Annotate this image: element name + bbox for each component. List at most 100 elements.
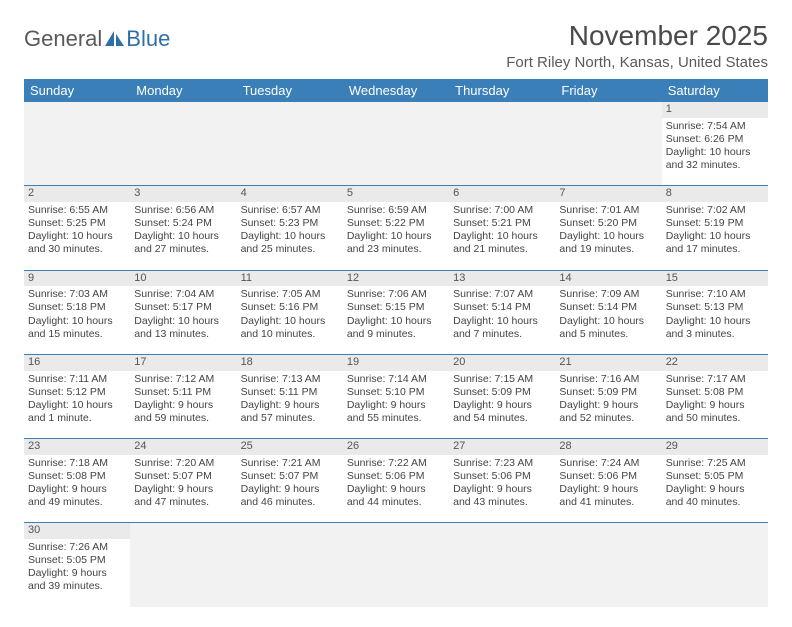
day-cell: Sunrise: 7:14 AMSunset: 5:10 PMDaylight:… xyxy=(343,371,449,439)
sunset-text: Sunset: 5:11 PM xyxy=(134,386,232,399)
sunrise-text: Sunrise: 7:05 AM xyxy=(241,288,339,301)
daylight-text: Daylight: 10 hours xyxy=(666,230,764,243)
daynum-row: 16171819202122 xyxy=(24,354,768,370)
daylight-text: and 17 minutes. xyxy=(666,243,764,256)
day-number-cell: 8 xyxy=(662,186,768,202)
day-cell: Sunrise: 7:24 AMSunset: 5:06 PMDaylight:… xyxy=(555,455,661,523)
weekday-header: Friday xyxy=(555,79,661,102)
day-cell: Sunrise: 7:01 AMSunset: 5:20 PMDaylight:… xyxy=(555,202,661,270)
daylight-text: and 5 minutes. xyxy=(559,328,657,341)
sunrise-text: Sunrise: 7:24 AM xyxy=(559,457,657,470)
day-number-cell: 10 xyxy=(130,270,236,286)
daynum-row: 1 xyxy=(24,102,768,118)
daylight-text: and 25 minutes. xyxy=(241,243,339,256)
daylight-text: Daylight: 10 hours xyxy=(28,315,126,328)
day-cell xyxy=(130,539,236,607)
daylight-text: Daylight: 10 hours xyxy=(347,230,445,243)
daylight-text: Daylight: 10 hours xyxy=(666,315,764,328)
title-block: November 2025 Fort Riley North, Kansas, … xyxy=(506,20,768,71)
day-number-cell xyxy=(237,102,343,118)
sunrise-text: Sunrise: 7:11 AM xyxy=(28,373,126,386)
daynum-row: 23242526272829 xyxy=(24,439,768,455)
daylight-text: and 44 minutes. xyxy=(347,496,445,509)
day-number-cell: 6 xyxy=(449,186,555,202)
day-cell xyxy=(237,539,343,607)
day-cell: Sunrise: 7:03 AMSunset: 5:18 PMDaylight:… xyxy=(24,286,130,354)
daylight-text: and 9 minutes. xyxy=(347,328,445,341)
day-number-cell: 26 xyxy=(343,439,449,455)
day-number-cell: 29 xyxy=(662,439,768,455)
day-cell: Sunrise: 7:20 AMSunset: 5:07 PMDaylight:… xyxy=(130,455,236,523)
sunset-text: Sunset: 5:15 PM xyxy=(347,301,445,314)
daylight-text: Daylight: 9 hours xyxy=(453,483,551,496)
day-cell: Sunrise: 7:09 AMSunset: 5:14 PMDaylight:… xyxy=(555,286,661,354)
sunset-text: Sunset: 5:23 PM xyxy=(241,217,339,230)
day-cell: Sunrise: 7:15 AMSunset: 5:09 PMDaylight:… xyxy=(449,371,555,439)
daylight-text: and 47 minutes. xyxy=(134,496,232,509)
weekday-header: Thursday xyxy=(449,79,555,102)
sunrise-text: Sunrise: 7:12 AM xyxy=(134,373,232,386)
location: Fort Riley North, Kansas, United States xyxy=(506,54,768,71)
daylight-text: Daylight: 9 hours xyxy=(666,483,764,496)
daylight-text: Daylight: 10 hours xyxy=(134,315,232,328)
day-cell: Sunrise: 7:12 AMSunset: 5:11 PMDaylight:… xyxy=(130,371,236,439)
sunset-text: Sunset: 5:10 PM xyxy=(347,386,445,399)
weekday-header: Monday xyxy=(130,79,236,102)
sunset-text: Sunset: 5:08 PM xyxy=(666,386,764,399)
sunrise-text: Sunrise: 7:04 AM xyxy=(134,288,232,301)
daylight-text: and 43 minutes. xyxy=(453,496,551,509)
day-cell xyxy=(130,118,236,186)
sunset-text: Sunset: 5:14 PM xyxy=(453,301,551,314)
daylight-text: and 19 minutes. xyxy=(559,243,657,256)
day-cell: Sunrise: 7:02 AMSunset: 5:19 PMDaylight:… xyxy=(662,202,768,270)
day-cell: Sunrise: 7:05 AMSunset: 5:16 PMDaylight:… xyxy=(237,286,343,354)
daylight-text: and 55 minutes. xyxy=(347,412,445,425)
weekday-header-row: Sunday Monday Tuesday Wednesday Thursday… xyxy=(24,79,768,102)
daynum-row: 2345678 xyxy=(24,186,768,202)
day-number-cell: 15 xyxy=(662,270,768,286)
day-cell: Sunrise: 7:26 AMSunset: 5:05 PMDaylight:… xyxy=(24,539,130,607)
daylight-text: and 21 minutes. xyxy=(453,243,551,256)
sunrise-text: Sunrise: 7:13 AM xyxy=(241,373,339,386)
daylight-text: Daylight: 10 hours xyxy=(453,315,551,328)
day-cell: Sunrise: 7:22 AMSunset: 5:06 PMDaylight:… xyxy=(343,455,449,523)
day-cell: Sunrise: 7:10 AMSunset: 5:13 PMDaylight:… xyxy=(662,286,768,354)
sunset-text: Sunset: 5:21 PM xyxy=(453,217,551,230)
daylight-text: and 3 minutes. xyxy=(666,328,764,341)
daynum-row: 30 xyxy=(24,523,768,539)
day-number-cell xyxy=(237,523,343,539)
daylight-text: and 52 minutes. xyxy=(559,412,657,425)
day-cell xyxy=(662,539,768,607)
daylight-text: Daylight: 9 hours xyxy=(241,399,339,412)
day-cell: Sunrise: 7:54 AMSunset: 6:26 PMDaylight:… xyxy=(662,118,768,186)
day-number-cell: 24 xyxy=(130,439,236,455)
daylight-text: and 7 minutes. xyxy=(453,328,551,341)
sunrise-text: Sunrise: 7:15 AM xyxy=(453,373,551,386)
daylight-text: and 32 minutes. xyxy=(666,159,764,172)
sunset-text: Sunset: 5:05 PM xyxy=(28,554,126,567)
weekday-header: Tuesday xyxy=(237,79,343,102)
day-cell xyxy=(555,539,661,607)
day-number-cell: 2 xyxy=(24,186,130,202)
daylight-text: Daylight: 9 hours xyxy=(28,567,126,580)
day-cell: Sunrise: 7:16 AMSunset: 5:09 PMDaylight:… xyxy=(555,371,661,439)
day-cell xyxy=(555,118,661,186)
day-number-cell: 5 xyxy=(343,186,449,202)
day-number-cell: 3 xyxy=(130,186,236,202)
daylight-text: and 1 minute. xyxy=(28,412,126,425)
day-number-cell xyxy=(449,102,555,118)
sunrise-text: Sunrise: 7:02 AM xyxy=(666,204,764,217)
day-cell: Sunrise: 7:17 AMSunset: 5:08 PMDaylight:… xyxy=(662,371,768,439)
day-number-cell xyxy=(24,102,130,118)
daylight-text: Daylight: 9 hours xyxy=(134,399,232,412)
daylight-text: Daylight: 10 hours xyxy=(347,315,445,328)
sunset-text: Sunset: 5:06 PM xyxy=(453,470,551,483)
day-cell xyxy=(449,539,555,607)
sunset-text: Sunset: 5:09 PM xyxy=(559,386,657,399)
sunset-text: Sunset: 6:26 PM xyxy=(666,133,764,146)
daynum-row: 9101112131415 xyxy=(24,270,768,286)
sunset-text: Sunset: 5:14 PM xyxy=(559,301,657,314)
day-number-cell: 9 xyxy=(24,270,130,286)
day-number-cell: 20 xyxy=(449,354,555,370)
day-cell xyxy=(449,118,555,186)
